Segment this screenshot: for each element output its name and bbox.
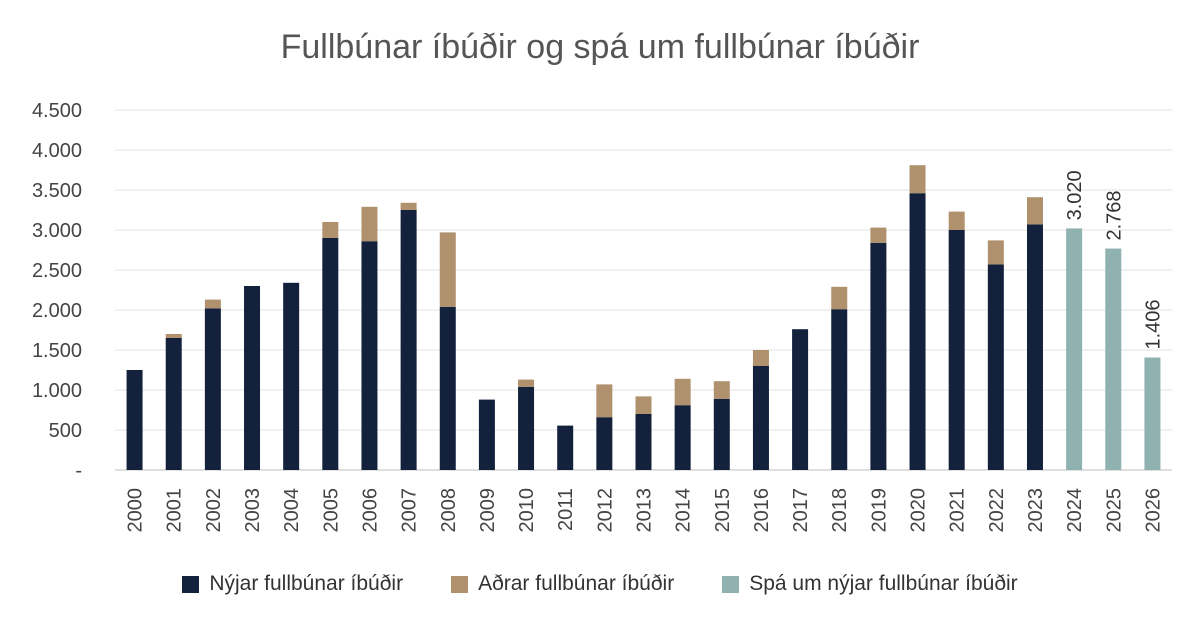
x-tick-label: 2015 [712,488,734,533]
x-tick-label: 2002 [203,488,225,533]
x-tick-label: 2000 [125,488,147,533]
y-tick-label: 2.500 [32,260,82,282]
bar-forecast-2025 [1105,248,1122,470]
legend-item-other: Aðrar fullbúnar íbúðir [451,572,674,596]
legend-label-other: Aðrar fullbúnar íbúðir [478,572,675,595]
x-tick-label: 2022 [986,488,1008,533]
bar-new-2006 [361,241,378,470]
y-tick-label: 1.000 [32,380,82,402]
chart-title: Fullbúnar íbúðir og spá um fullbúnar íbú… [280,28,920,66]
x-tick-label: 2017 [790,488,812,533]
bar-new-2020 [909,193,926,470]
x-tick-label: 2020 [908,488,930,533]
bar-new-2009 [478,399,495,470]
bar-new-2016 [752,366,769,470]
bar-new-2019 [870,242,887,470]
y-tick-label: 1.500 [32,340,82,362]
bar-other-2019 [870,227,887,243]
bar-other-2006 [361,206,378,242]
x-tick-label: 2024 [1064,488,1086,533]
bar-new-2015 [713,398,730,470]
bar-new-2022 [987,264,1004,470]
y-tick-label: 4.000 [32,140,82,162]
bar-new-2014 [674,405,691,470]
x-tick-label: 2006 [359,488,381,533]
x-tick-label: 2004 [281,488,303,533]
bar-other-2005 [322,222,339,238]
bar-new-2002 [204,308,221,470]
bar-other-2013 [635,396,652,414]
bar-new-2013 [635,414,652,470]
y-tick-label: 2.000 [32,300,82,322]
y-tick-label: - [75,460,82,482]
bar-new-2008 [439,306,456,470]
legend-label-forecast: Spá um nýjar fullbúnar íbúðir [749,572,1018,595]
x-tick-label: 2021 [947,488,969,533]
bar-new-2021 [948,230,965,470]
y-tick-label: 4.500 [32,100,82,122]
legend-swatch-forecast [722,575,740,593]
bar-new-2023 [1026,224,1043,470]
bar-other-2015 [713,381,730,399]
y-tick-label: 3.500 [32,180,82,202]
x-tick-label: 2005 [320,488,342,533]
bar-other-2021 [948,211,965,230]
bar-other-2010 [518,379,535,387]
x-tick-label: 2007 [399,488,421,533]
x-tick-label: 2003 [242,488,264,533]
data-label-2026: 1.406 [1142,299,1164,349]
bar-other-2023 [1026,197,1043,225]
legend-swatch-new [182,575,200,593]
x-tick-label: 2013 [634,488,656,533]
bar-other-2007 [400,202,417,210]
x-tick-label: 2018 [829,488,851,533]
bar-other-2014 [674,378,691,406]
bar-new-2011 [557,425,574,470]
data-label-2025: 2.768 [1103,190,1125,240]
bar-other-2002 [204,299,221,309]
legend-label-new: Nýjar fullbúnar íbúðir [209,572,404,595]
x-tick-label: 2009 [477,488,499,533]
bar-new-2017 [792,329,809,470]
bar-other-2016 [752,350,769,366]
bar-other-2020 [909,165,926,194]
bar-new-2018 [831,309,848,470]
x-tick-label: 2019 [868,488,890,533]
legend-item-forecast: Spá um nýjar fullbúnar íbúðir [722,572,1018,596]
legend: Nýjar fullbúnar íbúðir Aðrar fullbúnar í… [0,572,1200,596]
bar-other-2022 [987,240,1004,265]
bar-other-2018 [831,286,848,310]
bar-new-2010 [518,386,535,470]
bar-other-2001 [165,334,182,338]
y-tick-label: 500 [49,420,82,442]
x-tick-label: 2008 [438,488,460,533]
x-tick-label: 2016 [751,488,773,533]
bar-new-2003 [244,286,261,470]
legend-swatch-other [451,575,469,593]
legend-item-new: Nýjar fullbúnar íbúðir [182,572,403,596]
x-tick-label: 2026 [1142,488,1164,533]
x-tick-label: 2001 [164,488,186,533]
x-tick-label: 2025 [1103,488,1125,533]
bar-new-2000 [126,370,143,470]
bar-new-2001 [165,338,182,470]
x-tick-label: 2010 [516,488,538,533]
x-tick-label: 2012 [594,488,616,533]
bar-new-2007 [400,210,417,470]
bar-forecast-2024 [1066,228,1083,470]
x-tick-label: 2014 [673,488,695,533]
bar-other-2012 [596,384,613,418]
data-label-2024: 3.020 [1064,170,1086,220]
bar-new-2005 [322,238,339,470]
x-tick-label: 2011 [555,488,577,531]
bar-other-2008 [439,232,456,307]
x-tick-label: 2023 [1025,488,1047,533]
bar-new-2004 [283,282,300,470]
bar-new-2012 [596,417,613,470]
bar-forecast-2026 [1144,357,1161,470]
y-tick-label: 3.000 [32,220,82,242]
